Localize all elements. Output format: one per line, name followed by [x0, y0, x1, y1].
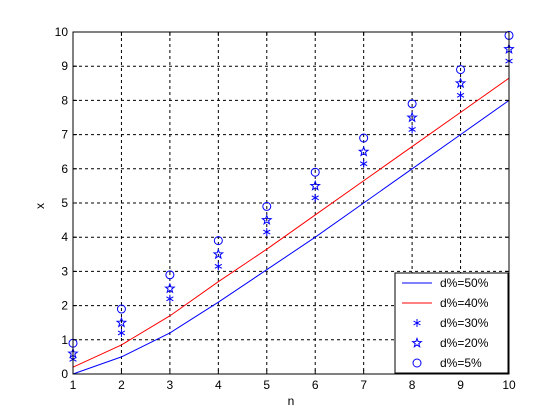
legend-label: d%=20% [440, 336, 489, 350]
x-tick-label: 2 [118, 378, 125, 392]
data-point-star [454, 77, 467, 89]
x-tick-label: 5 [263, 378, 270, 392]
legend: d%=50% d%=40% d%=30% d%=20% d%=5% [394, 272, 509, 374]
data-point-circle [359, 133, 369, 143]
legend-item: d%=50% [402, 276, 489, 290]
series-line [72, 99, 510, 375]
data-point-asterisk [311, 193, 319, 202]
y-tick-labels: 0 1 2 3 4 5 6 7 8 9 10 [55, 25, 69, 381]
y-tick-label: 3 [61, 264, 68, 278]
data-point-star [357, 145, 370, 157]
data-point-star [212, 248, 225, 260]
series-1 [72, 77, 510, 368]
y-tick-label: 9 [61, 59, 68, 73]
legend-swatch-marker [413, 319, 421, 327]
y-tick-label: 6 [61, 162, 68, 176]
y-tick-label: 10 [55, 25, 69, 39]
data-point-circle [310, 167, 320, 177]
data-point-star [309, 179, 321, 191]
y-tick-label: 4 [61, 230, 68, 244]
data-point-star [115, 316, 128, 328]
data-point-asterisk [166, 294, 174, 303]
legend-item: d%=40% [402, 296, 489, 310]
data-point-circle [213, 236, 223, 246]
ticks [72, 31, 510, 375]
data-point-circle [116, 304, 126, 314]
x-tick-label: 4 [215, 378, 222, 392]
data-point-asterisk [214, 262, 223, 271]
series-3 [67, 43, 515, 359]
data-point-asterisk [456, 91, 465, 100]
data-point-star [406, 111, 418, 123]
legend-label: d%=50% [440, 276, 489, 290]
data-point-circle [407, 99, 417, 109]
x-tick-label: 1 [70, 378, 77, 392]
x-tick-label: 6 [312, 378, 319, 392]
series-line [72, 77, 510, 368]
y-axis-label: x [33, 203, 47, 209]
x-tick-labels: 1 2 3 4 5 6 7 8 9 10 [70, 378, 516, 392]
legend-item: d%=20% [411, 336, 489, 350]
data-point-circle [165, 270, 175, 280]
x-tick-label: 7 [360, 378, 367, 392]
legend-label: d%=5% [440, 356, 482, 370]
x-axis-label: n [288, 394, 295, 408]
x-tick-label: 10 [502, 378, 516, 392]
series-0 [72, 99, 510, 375]
data-point-circle [262, 201, 272, 211]
y-tick-label: 8 [61, 93, 68, 107]
data-point-asterisk [117, 328, 126, 337]
data-point-asterisk [263, 228, 271, 237]
data-point-asterisk [359, 159, 368, 168]
y-tick-label: 5 [61, 196, 68, 210]
data-point-asterisk [408, 125, 416, 134]
x-tick-label: 8 [409, 378, 416, 392]
legend-swatch-marker [412, 358, 422, 368]
legend-swatch-marker [411, 336, 423, 348]
legend-item: d%=30% [413, 316, 489, 330]
data-point-star [261, 214, 273, 226]
y-tick-label: 7 [61, 128, 68, 142]
x-tick-label: 9 [457, 378, 464, 392]
legend-label: d%=40% [440, 296, 489, 310]
y-tick-label: 0 [61, 367, 68, 381]
y-tick-label: 1 [61, 333, 68, 347]
data-point-circle [456, 65, 466, 75]
y-tick-label: 2 [61, 299, 68, 313]
legend-item: d%=5% [412, 356, 482, 370]
data-point-star [164, 282, 176, 294]
x-tick-label: 3 [167, 378, 174, 392]
legend-box [394, 272, 509, 374]
legend-label: d%=30% [440, 316, 489, 330]
